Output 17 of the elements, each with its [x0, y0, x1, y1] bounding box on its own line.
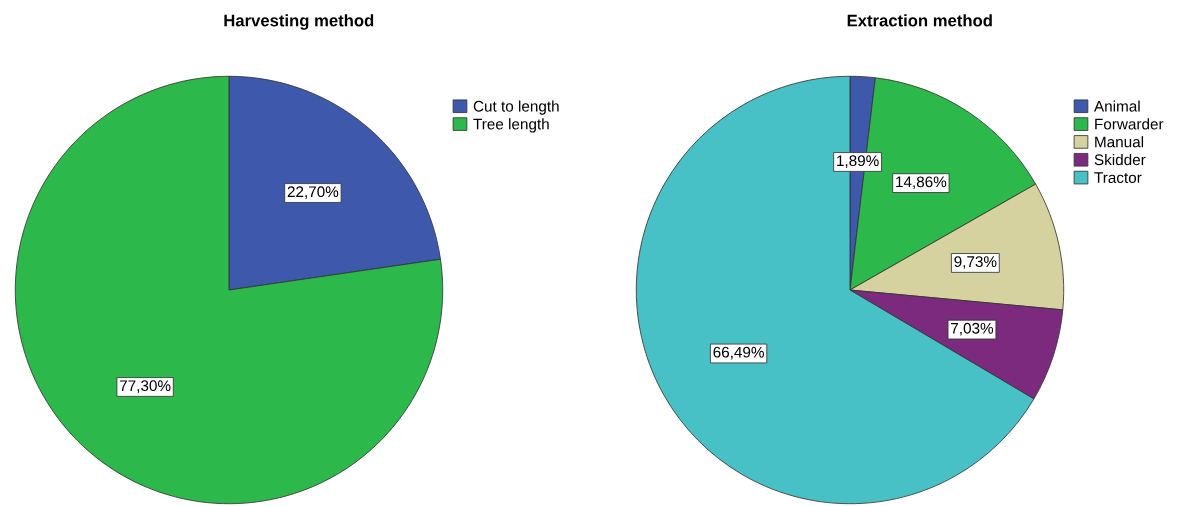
- chart-title: Extraction method: [847, 14, 992, 27]
- legend-label: Tractor: [1094, 172, 1142, 184]
- data-label: 9,73%: [954, 256, 997, 269]
- legend-label: Tree length: [473, 118, 549, 133]
- legend-label: Forwarder: [1095, 118, 1164, 130]
- legend-label: Cut to length: [473, 100, 559, 115]
- pie-slice: [14, 75, 444, 505]
- data-label: 7,03%: [951, 322, 994, 336]
- data-label: 66,49%: [713, 346, 764, 360]
- legend-label: Manual: [1095, 136, 1144, 148]
- data-label: 14,86%: [896, 176, 947, 190]
- data-label: 77,30%: [119, 380, 171, 393]
- legend-label: Skidder: [1094, 153, 1146, 166]
- data-label: 1,89%: [837, 155, 879, 168]
- data-label: 22,70%: [287, 186, 339, 199]
- legend-label: Animal: [1094, 100, 1140, 112]
- chart-title: Harvesting method: [224, 14, 374, 30]
